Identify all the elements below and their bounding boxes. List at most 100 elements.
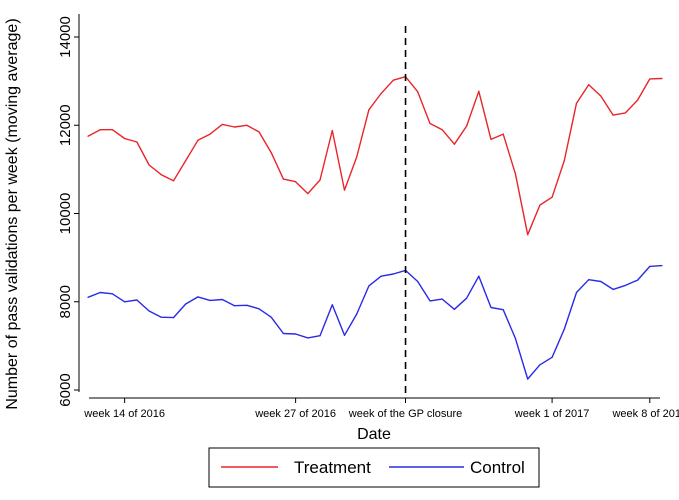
data-point-control [612, 288, 614, 290]
data-point-treatment [368, 109, 370, 111]
data-point-treatment [453, 143, 455, 145]
legend-label-control: Control [470, 458, 525, 477]
data-point-control [148, 310, 150, 312]
series-line-control [87, 264, 663, 380]
data-point-treatment [392, 79, 394, 81]
data-point-treatment [612, 114, 614, 116]
data-point-treatment [124, 137, 126, 140]
data-point-control [380, 275, 382, 277]
data-point-treatment [319, 179, 321, 181]
data-point-control [331, 304, 333, 306]
data-point-treatment [148, 164, 150, 166]
data-point-control [197, 296, 199, 298]
data-point-treatment [185, 159, 187, 162]
y-tick-label: 12000 [57, 104, 74, 146]
data-point-treatment [160, 174, 162, 176]
data-point-treatment [600, 95, 602, 97]
data-point-treatment [209, 133, 211, 135]
data-point-treatment [87, 135, 89, 137]
data-point-control [527, 378, 529, 380]
data-point-control [246, 304, 248, 306]
data-point-control [111, 293, 114, 295]
legend: Treatment Control [208, 447, 540, 488]
data-point-control [575, 291, 578, 294]
data-point-treatment [270, 152, 272, 154]
data-point-control [136, 299, 138, 301]
data-point-control [563, 328, 565, 330]
data-point-control [490, 306, 492, 309]
data-point-control [502, 309, 504, 311]
x-tick-label: week 8 of 2017 [611, 408, 679, 420]
data-point-control [636, 279, 639, 281]
data-point-treatment [246, 124, 248, 126]
x-tick-label: week of the GP closure [348, 408, 463, 420]
y-tick-label: 10000 [57, 193, 74, 235]
data-point-control [124, 301, 126, 303]
data-point-control [185, 303, 187, 305]
data-point-treatment [233, 126, 236, 128]
data-point-treatment [172, 180, 175, 182]
data-point-treatment [649, 78, 651, 80]
data-point-control [661, 264, 663, 267]
data-point-treatment [588, 84, 590, 86]
data-point-treatment [465, 125, 468, 127]
data-point-control [319, 335, 321, 337]
data-point-treatment [99, 129, 101, 131]
data-point-treatment [307, 193, 309, 195]
data-point-treatment [636, 99, 639, 101]
data-point-control [160, 316, 162, 318]
data-point-treatment [502, 133, 504, 135]
data-point-treatment [380, 92, 382, 95]
data-point-control [417, 280, 419, 283]
data-point-treatment [575, 102, 578, 104]
x-tick-label: week 14 of 2016 [83, 408, 165, 420]
data-point-control [87, 296, 89, 298]
data-point-treatment [441, 129, 443, 131]
x-axis-title: Date [357, 426, 391, 443]
data-point-control [649, 265, 651, 268]
data-point-treatment [514, 173, 517, 175]
data-point-treatment [490, 138, 492, 140]
data-point-control [258, 308, 260, 310]
y-tick-label: 6000 [57, 373, 74, 406]
data-point-control [368, 285, 370, 287]
data-point-treatment [429, 122, 431, 125]
data-point-treatment [331, 129, 333, 132]
data-point-treatment [258, 131, 260, 133]
x-tick-label: week 1 of 2017 [514, 408, 590, 420]
data-point-control [209, 299, 211, 302]
data-point-control [233, 305, 236, 307]
data-point-control [600, 280, 602, 283]
x-axis: week 14 of 2016 week 27 of 2016 week of th… [83, 397, 679, 420]
data-point-control [539, 364, 541, 366]
data-point-treatment [111, 129, 114, 131]
data-point-treatment [221, 123, 223, 125]
data-point-treatment [478, 90, 480, 92]
y-axis-title: Number of pass validations per week (mov… [4, 18, 21, 409]
data-point-control [588, 279, 590, 281]
legend-label-treatment: Treatment [294, 458, 371, 477]
data-point-treatment [527, 234, 529, 236]
data-point-control [465, 297, 468, 299]
data-point-control [478, 275, 480, 277]
data-point-treatment [343, 189, 346, 191]
y-axis: 6000 8000 10000 12000 14000 [57, 14, 80, 407]
data-point-treatment [661, 77, 663, 80]
series-line-treatment [87, 75, 663, 236]
data-point-control [282, 332, 285, 335]
data-point-control [453, 308, 455, 310]
data-point-control [295, 333, 297, 335]
y-tick-label: 14000 [57, 16, 74, 58]
data-point-control [343, 334, 346, 336]
data-point-treatment [417, 91, 419, 93]
data-point-treatment [563, 159, 565, 162]
series-group [87, 75, 663, 380]
data-point-treatment [551, 196, 553, 198]
data-point-treatment [624, 112, 626, 114]
data-point-control [624, 284, 626, 287]
data-point-control [172, 317, 175, 319]
data-point-control [99, 291, 101, 294]
data-point-control [429, 300, 431, 302]
data-point-control [514, 337, 517, 339]
